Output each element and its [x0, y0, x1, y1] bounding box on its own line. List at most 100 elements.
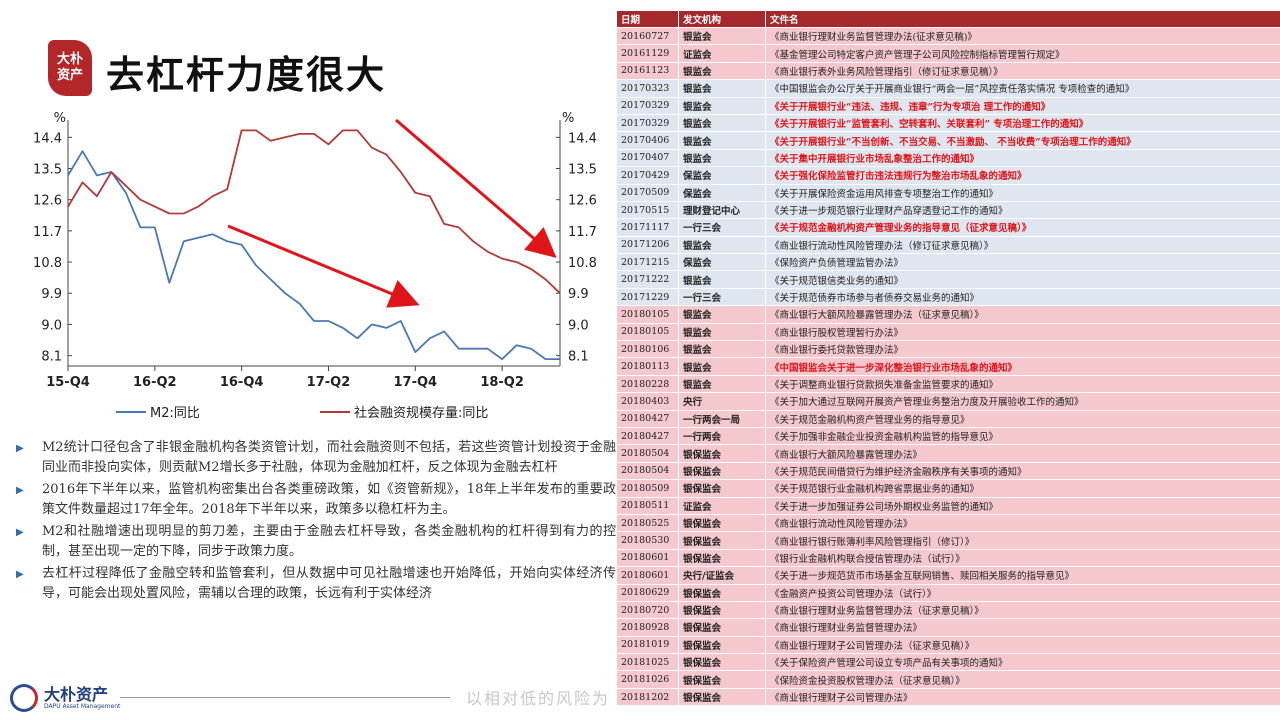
cell-date: 20180601 — [616, 548, 679, 568]
y-tick-label-left: 13.5 — [33, 163, 62, 178]
cell-date: 20181202 — [616, 687, 679, 707]
cell-org: 银保监会 — [678, 600, 766, 620]
x-tick-label: 18-Q2 — [480, 375, 524, 390]
cell-org: 理财登记中心 — [678, 200, 766, 220]
x-tick-label: 17-Q4 — [393, 375, 437, 390]
cell-doc: 《关于规范民间借贷行为维护经济金融秩序有关事项的通知》 — [765, 461, 1280, 481]
cell-date: 20160727 — [616, 26, 679, 46]
m2-series-line — [67, 150, 560, 361]
y-tick-label-left: 8.1 — [41, 350, 62, 365]
table-row: 20180105 银监会 《商业银行股权管理暂行办法》 — [616, 322, 1280, 342]
cell-date: 20180525 — [616, 513, 679, 533]
cell-doc: 《关于开展银行业“不当创新、不当交易、不当激励、 不当收费”专项治理工作的通知》 — [765, 131, 1280, 150]
table-row: 20180629 银保监会 《金融资产投资公司管理办法（试行）》 — [616, 583, 1280, 602]
cell-org: 银监会 — [678, 357, 766, 376]
cell-date: 20180403 — [616, 392, 679, 411]
cell-org: 银监会 — [678, 26, 766, 46]
bullet-text: M2统计口径包含了非银金融机构各类资管计划，而社会融资则不包括，若这些资管计划投… — [42, 440, 616, 475]
cell-date: 20171229 — [616, 287, 679, 307]
table-row: 20180106 银监会 《商业银行委托贷款管理办法》 — [616, 340, 1280, 359]
y-tick-label-right: 12.6 — [568, 194, 597, 209]
table-row: 20170429 保监会 《关于强化保险监管打击违法违规行为整治市场乱象的通知》 — [616, 166, 1280, 185]
bullet-item: ▶ M2和社融增速出现明显的剪刀差，主要由于金融去杠杆导致，各类金融机构的杠杆得到… — [16, 522, 616, 562]
cell-doc: 《商业银行委托贷款管理办法》 — [765, 340, 1280, 359]
bullet-item: ▶ M2统计口径包含了非银金融机构各类资管计划，而社会融资则不包括，若这些资管计划… — [16, 438, 616, 478]
cell-org: 央行 — [678, 392, 766, 411]
cell-date: 20170509 — [616, 183, 679, 202]
table-row: 20180509 银保监会 《关于规范银行业金融机构跨省票据业务的通知》 — [616, 479, 1280, 498]
cell-org: 银保监会 — [678, 479, 766, 498]
cell-doc: 《关于进一步加强证券公司场外期权业务监管的通知》 — [765, 496, 1280, 515]
table-row: 20160727 银监会 《商业银行理财业务监督管理办法(征求意见稿)》 — [616, 26, 1280, 46]
table-row: 20170329 银监会 《关于开展银行业“监管套利、空转套利、关联套利” 专项治理… — [616, 113, 1280, 133]
cell-doc: 《关于加强非金融企业投资金融机构监管的指导意见》 — [765, 426, 1280, 446]
bullet-arrow-icon: ▶ — [16, 527, 24, 538]
y-tick-label-right: 14.4 — [568, 131, 597, 146]
cell-doc: 《关于开展银行业“违法、违规、违章”行为专项治 理工作的通知》 — [765, 96, 1280, 115]
cell-date: 20161123 — [616, 61, 679, 81]
table-row: 20181026 银保监会 《保险资金投资股权管理办法（征求意见稿）》 — [616, 670, 1280, 689]
cell-doc: 《商业银行理财子公司管理办法》 — [765, 687, 1280, 707]
cell-doc: 《关于调整商业银行贷款损失准备金监管要求的通知》 — [765, 374, 1280, 394]
cell-date: 20171222 — [616, 270, 679, 289]
cell-org: 银监会 — [678, 148, 766, 168]
table-row: 20170509 保监会 《关于开展保险资金运用风排查专项整治工作的通知》 — [616, 183, 1280, 202]
y-tick-label-right: 9.0 — [568, 318, 589, 333]
cell-org: 银监会 — [678, 270, 766, 289]
table-row: 20180525 银保监会 《商业银行流动性风险管理办法》 — [616, 513, 1280, 533]
policy-table: 日期 发文机构 文件名 20160727 银监会 《商业银行理财业务监督管理办法(征… — [616, 10, 1280, 707]
legend-label-social-financing: 社会融资规模存量:同比 — [354, 405, 488, 421]
table-row: 20181202 银保监会 《商业银行理财子公司管理办法》 — [616, 687, 1280, 707]
cell-date: 20171206 — [616, 235, 679, 255]
cell-org: 央行/证监会 — [678, 566, 766, 585]
cell-doc: 《商业银行理财业务监督管理办法(征求意见稿)》 — [765, 26, 1280, 46]
col-header-doc: 文件名 — [765, 10, 1280, 28]
table-row: 20180113 银监会 《中国银监会关于进一步深化整治银行业市场乱象的通知》 — [616, 357, 1280, 376]
footer-logo-cn: 大朴资产 — [44, 684, 109, 704]
cell-org: 银监会 — [678, 131, 766, 150]
cell-date: 20180720 — [616, 600, 679, 620]
page-title: 去杠杆力度很大 — [106, 53, 387, 97]
y-tick-label-left: 10.8 — [33, 256, 62, 271]
bullet-arrow-icon: ▶ — [16, 443, 24, 454]
col-header-org: 发文机构 — [678, 10, 766, 28]
x-tick-label: 16-Q2 — [133, 375, 177, 390]
table-row: 20170515 理财登记中心 《关于进一步规范银行业理财产品穿透登记工作的通知》 — [616, 200, 1280, 220]
table-row: 20171229 一行三会 《关于规范债券市场参与者债券交易业务的通知》 — [616, 287, 1280, 307]
cell-org: 证监会 — [678, 496, 766, 515]
brand-seal-logo: 大朴 资产 — [48, 40, 92, 96]
table-row: 20180511 证监会 《关于进一步加强证券公司场外期权业务监管的通知》 — [616, 496, 1280, 515]
social-financing-series-line — [67, 129, 561, 294]
left-axis-unit: % — [54, 111, 66, 126]
cell-doc: 《关于规范金融机构资产管理业务的指导意见》 — [765, 409, 1280, 428]
cell-date: 20180928 — [616, 618, 679, 637]
m2-vs-social-financing-chart: % % 8.1 8.1 9.0 9.0 9.9 9.9 10.8 10.8 11.7 11.7 12.6… — [33, 111, 597, 421]
cell-org: 银保监会 — [678, 618, 766, 637]
table-row: 20180601 央行/证监会 《关于进一步规范货币市场基金互联网销售、赎回相关服务… — [616, 566, 1280, 585]
y-tick-label-right: 8.1 — [568, 350, 589, 365]
cell-date: 20180106 — [616, 340, 679, 359]
cell-date: 20180427 — [616, 426, 679, 446]
bullet-text: 去杠杆过程降低了金融空转和监管套利，但从数据中可见社融增速也开始降低，开始向实体… — [42, 566, 616, 601]
table-header-row: 日期 发文机构 文件名 — [616, 10, 1280, 28]
table-row: 20181025 银保监会 《关于保险资产管理公司设立专项产品有关事项的通知》 — [616, 653, 1280, 672]
cell-date: 20180105 — [616, 305, 679, 324]
seal-text-1: 大朴 — [56, 52, 83, 67]
table-row: 20171215 保监会 《保险资产负债管理监管办法》 — [616, 253, 1280, 272]
cell-org: 保监会 — [678, 253, 766, 272]
footer-divider — [120, 697, 450, 698]
bullet-arrow-icon: ▶ — [16, 569, 24, 580]
cell-date: 20161129 — [616, 44, 679, 63]
cell-date: 20170429 — [616, 166, 679, 185]
cell-org: 银监会 — [678, 374, 766, 394]
cell-org: 保监会 — [678, 183, 766, 202]
table-row: 20180601 银保监会 《银行业金融机构联合授信管理办法（试行）》 — [616, 548, 1280, 568]
cell-date: 20180504 — [616, 461, 679, 481]
y-tick-label-left: 14.4 — [33, 131, 62, 146]
trend-arrow-social-financing — [395, 118, 557, 258]
legend-label-m2: M2:同比 — [150, 406, 200, 421]
x-tick-label: 15-Q4 — [46, 375, 90, 390]
cell-date: 20171215 — [616, 253, 679, 272]
cell-org: 银保监会 — [678, 670, 766, 689]
cell-org: 一行两会 — [678, 426, 766, 446]
